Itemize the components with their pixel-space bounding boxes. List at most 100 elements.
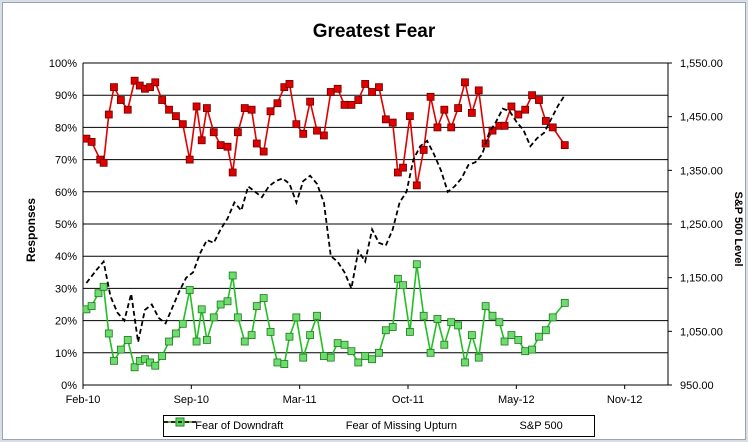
data-point	[273, 358, 282, 367]
data-point	[440, 105, 449, 114]
data-point	[500, 121, 509, 130]
data-point	[87, 137, 96, 146]
data-point	[433, 315, 442, 323]
data-point	[388, 118, 397, 127]
data-point	[285, 80, 294, 88]
y-tick-label: 20%	[55, 316, 77, 328]
data-point	[192, 337, 201, 346]
data-point	[178, 120, 187, 129]
data-point	[240, 337, 249, 346]
data-point	[266, 327, 275, 336]
data-point	[158, 96, 167, 104]
data-point	[375, 83, 383, 92]
data-point	[233, 128, 242, 137]
data-point	[375, 348, 383, 357]
y2-tick-label: 950.00	[680, 380, 714, 392]
y2-tick-label: 1,150.00	[680, 273, 723, 285]
data-point	[87, 302, 96, 311]
data-point	[266, 107, 275, 116]
data-point	[172, 329, 180, 338]
data-point	[202, 104, 211, 112]
data-point	[474, 86, 483, 95]
data-point	[495, 318, 504, 327]
data-point	[252, 139, 261, 148]
data-point	[454, 321, 462, 330]
data-point	[216, 141, 225, 150]
data-point	[560, 298, 569, 307]
x-tick-label: Oct-11	[392, 394, 424, 406]
data-point	[172, 112, 180, 121]
data-point	[99, 282, 108, 291]
y-tick-label: 60%	[55, 187, 77, 199]
y-tick-label: 10%	[55, 348, 77, 360]
data-point	[467, 331, 476, 339]
data-point	[514, 110, 523, 119]
data-point	[361, 80, 370, 88]
data-point	[333, 339, 342, 348]
data-point	[178, 319, 187, 328]
data-point	[292, 120, 301, 129]
y2-tick-label: 1,050.00	[680, 326, 723, 338]
y-tick-label: 40%	[55, 251, 77, 263]
data-point	[123, 105, 132, 114]
data-point	[259, 294, 268, 302]
data-point	[419, 311, 428, 320]
series-line-2	[85, 94, 566, 343]
data-point	[209, 313, 218, 322]
data-point	[454, 104, 462, 112]
x-tick-label: Nov-12	[607, 394, 642, 406]
x-tick-label: Feb-10	[66, 394, 101, 406]
data-point	[326, 353, 335, 362]
data-point	[273, 99, 282, 108]
data-point	[130, 363, 139, 372]
data-point	[412, 181, 421, 190]
data-point	[419, 146, 428, 154]
data-point	[185, 155, 194, 164]
data-point	[165, 337, 173, 346]
data-point	[361, 352, 370, 360]
data-point	[130, 76, 139, 85]
data-point	[393, 274, 402, 283]
data-point	[426, 92, 435, 101]
data-point	[223, 142, 232, 151]
x-tick-label: May-12	[498, 394, 535, 406]
data-point	[299, 129, 308, 138]
y-tick-label: 30%	[55, 283, 77, 295]
data-point	[560, 141, 569, 150]
data-point	[433, 123, 442, 132]
data-point	[223, 297, 232, 306]
data-point	[535, 332, 543, 341]
data-point	[388, 323, 397, 331]
data-point	[521, 105, 530, 114]
data-point	[406, 112, 414, 121]
y-tick-label: 50%	[55, 219, 77, 231]
data-point	[292, 313, 301, 322]
data-point	[474, 353, 483, 362]
data-point	[110, 83, 118, 92]
data-point	[259, 147, 268, 156]
data-point	[481, 302, 490, 311]
data-point	[146, 83, 155, 92]
chart-title: Greatest Fear	[312, 21, 436, 42]
legend-swatch-sp500	[164, 421, 196, 423]
data-point	[500, 337, 509, 346]
data-point	[333, 84, 342, 93]
data-point	[461, 358, 469, 367]
data-point	[326, 88, 335, 96]
chart-legend: Fear of Downdraft Fear of Missing Upturn…	[163, 415, 595, 437]
data-point	[340, 100, 349, 109]
y2-tick-label: 1,250.00	[680, 219, 723, 231]
data-point	[488, 311, 497, 320]
y2-tick-label: 1,450.00	[680, 112, 723, 124]
data-point	[447, 123, 456, 132]
data-point	[247, 331, 256, 339]
data-point	[252, 302, 261, 311]
x-tick-label: Mar-11	[283, 394, 317, 406]
chart-plot: 0% 10% 20% 30% 40% 50% 60% 70% 80% 90% 100% 950.00 1…	[49, 58, 723, 406]
data-point	[393, 168, 402, 177]
series-layer	[82, 76, 569, 372]
tick-labels: 0% 10% 20% 30% 40% 50% 60% 70% 80% 90% 100% 950.00 1…	[49, 58, 723, 406]
data-point	[406, 327, 414, 336]
data-point	[233, 313, 242, 322]
data-point	[240, 104, 249, 112]
